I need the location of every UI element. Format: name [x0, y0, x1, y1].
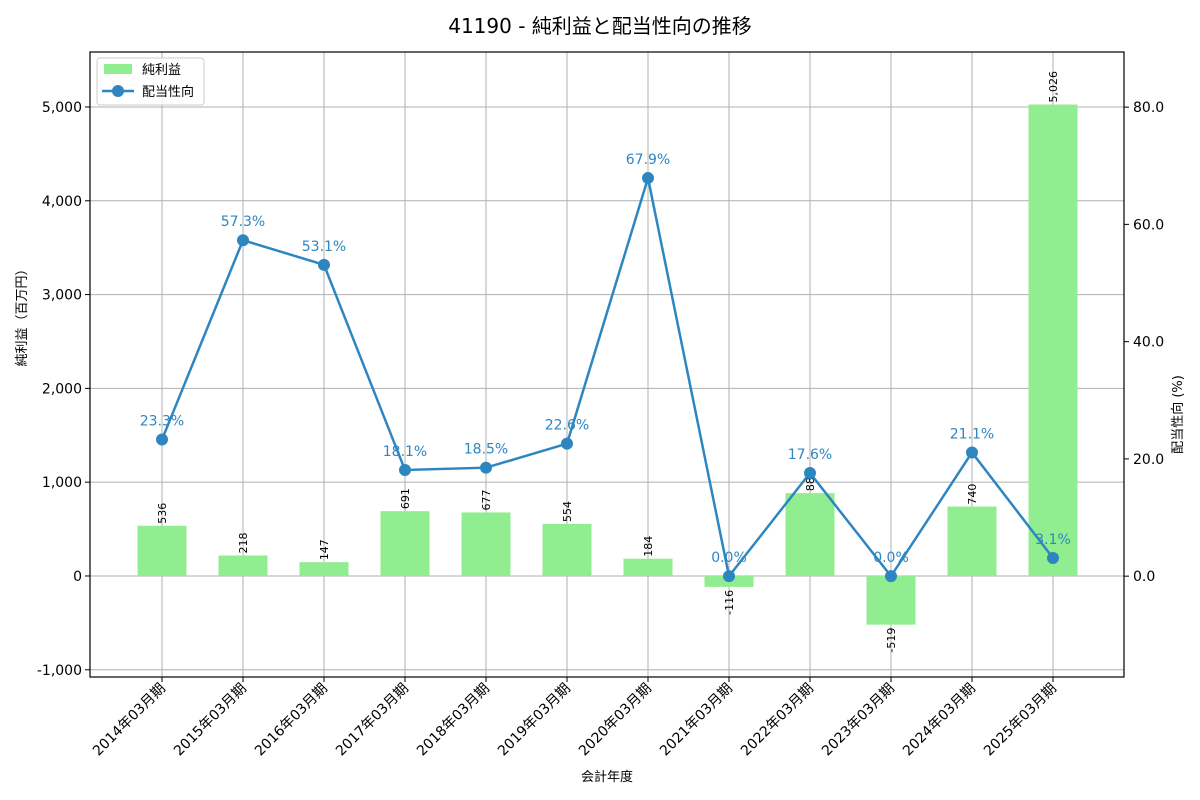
- bar-value-label: -116: [723, 590, 736, 615]
- line-value-label: 18.1%: [383, 444, 427, 460]
- line-marker: [399, 464, 411, 477]
- x-tick-label: 2025年03月期: [981, 681, 1060, 760]
- x-tick-label: 2020年03月期: [576, 681, 655, 760]
- right-y-axis: 0.0 20.0 40.0 60.0 80.0 配当性向 (%): [1124, 100, 1186, 585]
- legend-bar-swatch: [104, 64, 132, 74]
- x-axis-title: 会計年度: [581, 769, 633, 785]
- line-marker: [237, 234, 249, 247]
- bar: [542, 524, 592, 576]
- bar-value-label: 554: [561, 501, 574, 522]
- bar: [623, 558, 673, 576]
- right-tick-label: 20.0: [1133, 452, 1164, 468]
- line-marker: [885, 570, 897, 583]
- line-value-label: 18.5%: [464, 442, 508, 458]
- left-tick-label: 2,000: [42, 381, 82, 397]
- line-series-payout-ratio: 23.3% 57.3% 53.1% 18.1% 18.5% 22.6% 67.9% 0.0% 1…: [140, 152, 1071, 583]
- x-tick-label: 2022年03月期: [738, 681, 817, 760]
- grid-lines: [90, 52, 1124, 677]
- bar: [785, 493, 835, 576]
- plot-frame: [89, 51, 1125, 678]
- line-marker: [804, 466, 816, 479]
- line-marker: [480, 461, 492, 474]
- bar: [461, 512, 511, 576]
- right-tick-label: 0.0: [1133, 569, 1155, 585]
- line-marker: [1047, 551, 1059, 564]
- x-tick-label: 2023年03月期: [819, 681, 898, 760]
- right-axis-title: 配当性向 (%): [1170, 375, 1186, 454]
- x-tick-label: 2024年03月期: [900, 681, 979, 760]
- left-tick-label: 5,000: [42, 100, 82, 116]
- bar-value-label: 218: [237, 533, 250, 554]
- line-marker: [561, 437, 573, 450]
- bar: [299, 562, 349, 576]
- line-value-label: 53.1%: [302, 239, 346, 255]
- line-value-label: 22.6%: [545, 418, 589, 434]
- line-marker: [318, 258, 330, 271]
- line-value-label: 0.0%: [711, 550, 747, 566]
- line-marker: [642, 172, 654, 185]
- bar-value-label: 677: [480, 489, 493, 510]
- bar: [380, 511, 430, 576]
- line-marker: [966, 446, 978, 459]
- x-tick-label: 2016年03月期: [252, 681, 331, 760]
- x-tick-label: 2021年03月期: [657, 681, 736, 760]
- line-value-label: 57.3%: [221, 214, 265, 230]
- chart-title: 41190 - 純利益と配当性向の推移: [448, 14, 752, 38]
- bar: [947, 506, 997, 576]
- line-value-label: 17.6%: [788, 447, 832, 463]
- left-tick-label: 4,000: [42, 194, 82, 210]
- right-tick-label: 40.0: [1133, 335, 1164, 351]
- line-marker: [723, 570, 735, 583]
- line-value-label: 67.9%: [626, 152, 670, 168]
- line-value-label: 23.3%: [140, 414, 184, 430]
- left-tick-label: 3,000: [42, 288, 82, 304]
- bar-value-label: -519: [885, 628, 898, 653]
- legend-label-net-income: 純利益: [142, 63, 181, 78]
- line-value-label: 0.0%: [873, 550, 909, 566]
- line-marker: [156, 433, 168, 446]
- bar: [137, 525, 187, 576]
- bar-value-label: 184: [642, 536, 655, 557]
- left-tick-label: 1,000: [42, 475, 82, 491]
- left-tick-label: -1,000: [37, 663, 82, 679]
- line-value-label: 3.1%: [1035, 532, 1071, 548]
- x-tick-label: 2017年03月期: [333, 681, 412, 760]
- left-y-axis: -1,000 0 1,000 2,000 3,000 4,000 5,000 純利益（百万円）: [15, 100, 90, 679]
- right-tick-label: 60.0: [1133, 217, 1164, 233]
- x-tick-label: 2018年03月期: [414, 681, 493, 760]
- x-axis: 2014年03月期 2015年03月期 2016年03月期 2017年03月期 2018…: [90, 677, 1060, 785]
- left-axis-title: 純利益（百万円）: [15, 262, 30, 366]
- bar-value-label: 5,026: [1047, 71, 1060, 103]
- x-tick-label: 2019年03月期: [495, 681, 574, 760]
- bar: [1028, 104, 1078, 576]
- x-tick-label: 2014年03月期: [90, 681, 169, 760]
- legend-label-payout-ratio: 配当性向: [142, 84, 194, 100]
- left-tick-label: 0: [73, 569, 82, 585]
- bar-value-label: 147: [318, 539, 331, 560]
- bar-value-label: 536: [156, 503, 169, 524]
- right-tick-label: 80.0: [1133, 100, 1164, 116]
- bar-value-label: 740: [966, 484, 979, 505]
- bar: [218, 555, 268, 576]
- bar: [866, 575, 916, 625]
- bar-value-label: 691: [399, 488, 412, 509]
- line-value-label: 21.1%: [950, 426, 994, 442]
- x-tick-label: 2015年03月期: [171, 681, 250, 760]
- legend-line-swatch: [112, 85, 124, 97]
